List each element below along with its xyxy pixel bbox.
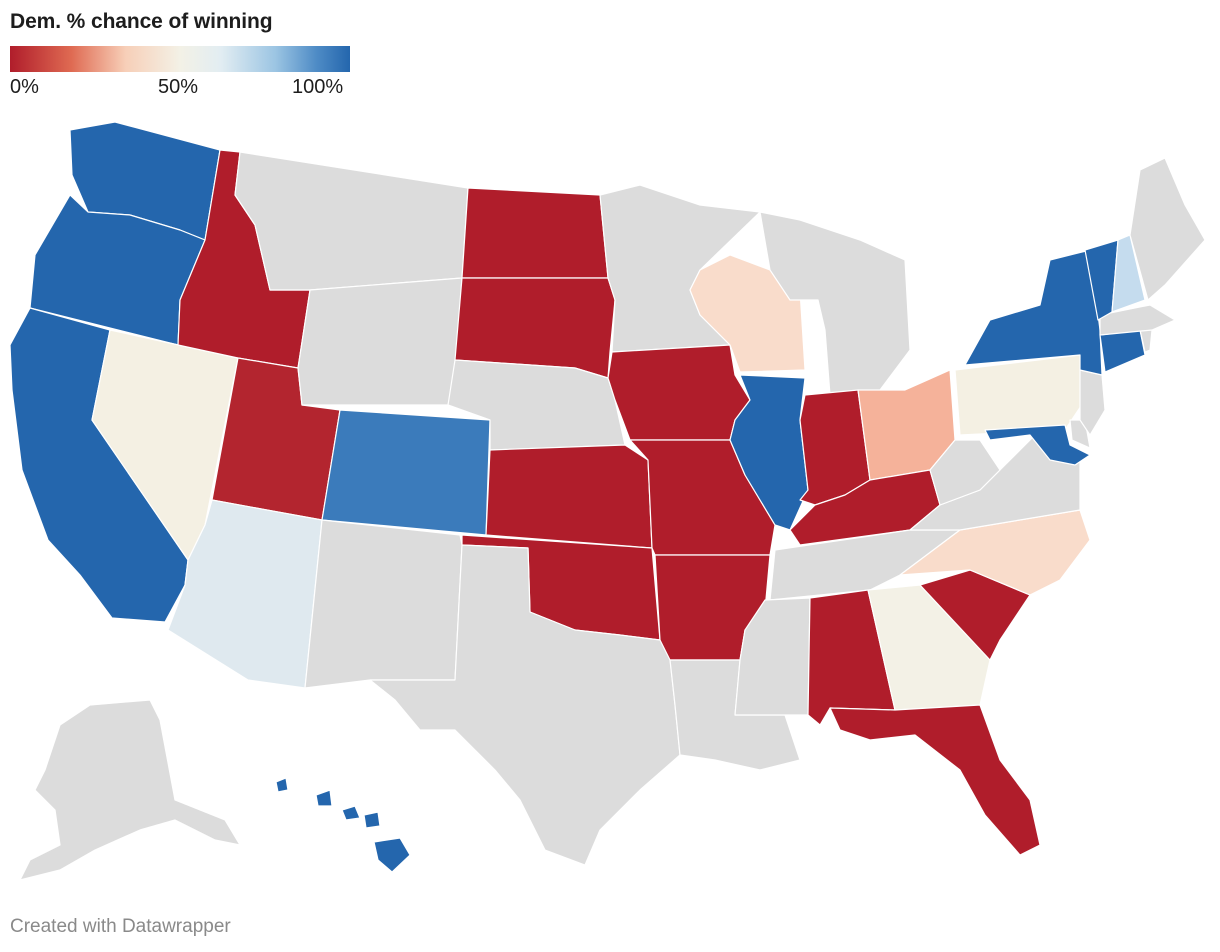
credit-text: Created with Datawrapper — [10, 916, 231, 937]
state-wy[interactable] — [297, 277, 463, 406]
state-pa[interactable] — [954, 354, 1086, 436]
state-ia[interactable] — [607, 344, 751, 441]
state-me[interactable] — [1129, 157, 1206, 301]
state-md[interactable] — [984, 424, 1091, 466]
state-hi[interactable] — [275, 777, 411, 873]
map-title: Dem. % chance of winning — [10, 10, 273, 33]
state-nh[interactable] — [1111, 234, 1146, 313]
state-nd[interactable] — [461, 187, 609, 279]
state-nj[interactable] — [1079, 369, 1106, 436]
state-ny[interactable] — [964, 249, 1103, 376]
state-fl[interactable] — [829, 704, 1041, 856]
legend-mid-label: 50% — [158, 76, 199, 98]
state-nm[interactable] — [304, 519, 463, 689]
state-wv[interactable] — [929, 439, 1001, 506]
state-ma[interactable] — [1099, 304, 1176, 336]
state-sc[interactable] — [919, 569, 1031, 661]
state-ak[interactable] — [19, 699, 241, 881]
state-mt[interactable] — [234, 151, 469, 291]
state-ga[interactable] — [867, 584, 991, 711]
state-wi[interactable] — [689, 254, 806, 373]
state-co[interactable] — [321, 409, 491, 536]
legend-color-scale — [10, 46, 350, 72]
state-ky[interactable] — [789, 469, 941, 546]
legend-max-label: 100% — [292, 76, 344, 98]
state-ks[interactable] — [485, 444, 653, 549]
state-ct[interactable] — [1099, 329, 1146, 373]
state-tx[interactable] — [369, 544, 681, 866]
legend-min-label: 0% — [10, 76, 39, 98]
